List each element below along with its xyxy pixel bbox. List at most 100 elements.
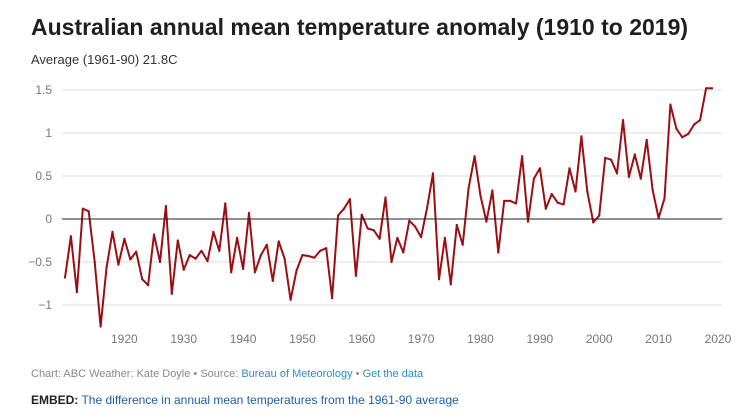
data-point <box>259 254 262 257</box>
data-point <box>141 278 144 281</box>
data-point <box>467 186 470 190</box>
data-point <box>562 203 565 206</box>
data-point <box>461 243 464 246</box>
data-point <box>378 237 381 240</box>
data-point <box>420 236 423 239</box>
data-point <box>360 213 363 216</box>
data-point <box>437 278 441 281</box>
data-point <box>188 254 191 257</box>
data-point <box>289 298 292 301</box>
y-tick-label: −0.5 <box>28 255 52 269</box>
data-point <box>610 158 613 161</box>
data-point <box>354 274 357 277</box>
data-point <box>75 291 78 294</box>
data-point <box>687 132 690 135</box>
y-tick-label: −1 <box>38 298 52 312</box>
data-point <box>283 257 286 260</box>
data-point <box>639 177 642 180</box>
data-point <box>396 236 399 239</box>
data-point <box>135 250 138 253</box>
data-point <box>449 283 452 286</box>
chart-title: Australian annual mean temperature anoma… <box>31 14 689 40</box>
x-tick-label: 1930 <box>170 332 197 346</box>
embed-link[interactable]: The difference in annual mean temperatur… <box>81 393 459 407</box>
data-point <box>645 138 648 141</box>
data-point <box>615 172 619 175</box>
data-point <box>105 266 108 269</box>
data-point <box>515 202 518 205</box>
data-point <box>93 260 96 264</box>
get-data-link[interactable]: Get the data <box>362 368 424 380</box>
source-link[interactable]: Bureau of Meteorology <box>241 368 353 380</box>
data-point <box>230 271 233 274</box>
data-point <box>651 188 654 191</box>
data-point <box>224 202 227 205</box>
data-point <box>550 193 553 196</box>
chart-subtitle: Average (1961-90) 21.8C <box>31 52 178 67</box>
data-point <box>633 153 636 156</box>
series-line <box>64 87 713 328</box>
data-point <box>87 210 90 213</box>
data-point <box>331 297 334 300</box>
data-point <box>663 197 666 200</box>
embed-section: EMBED: The difference in annual mean tem… <box>31 393 459 407</box>
data-point <box>426 206 429 209</box>
credit-text: Chart: ABC Weather: Kate Doyle <box>31 368 191 380</box>
data-point <box>384 196 387 199</box>
data-point <box>390 260 393 264</box>
data-point <box>271 279 274 282</box>
data-point <box>313 256 316 259</box>
data-point <box>301 254 304 257</box>
data-point <box>342 207 346 210</box>
data-point <box>158 260 162 264</box>
x-tick-label: 1960 <box>348 332 375 346</box>
source-separator: • Source: <box>190 368 242 380</box>
data-point <box>604 156 607 159</box>
data-point <box>277 240 280 243</box>
data-point <box>544 207 547 210</box>
data-point <box>111 230 114 233</box>
x-tick-label: 1950 <box>289 332 316 346</box>
data-point <box>319 249 322 252</box>
data-point <box>443 236 446 239</box>
data-point <box>538 167 542 170</box>
data-point <box>218 249 221 252</box>
data-point <box>699 119 702 122</box>
data-point <box>81 207 84 210</box>
data-point <box>491 189 494 192</box>
data-point <box>455 223 458 227</box>
data-point <box>598 214 601 217</box>
data-point <box>307 254 310 258</box>
data-point <box>129 258 132 261</box>
data-point <box>556 201 559 204</box>
data-point <box>242 267 245 270</box>
data-point <box>152 233 156 236</box>
data-point <box>194 257 197 260</box>
data-point <box>479 194 482 197</box>
data-point <box>485 220 488 223</box>
data-point <box>200 249 203 252</box>
data-point <box>521 155 524 158</box>
data-point <box>123 237 126 240</box>
data-point <box>532 177 536 180</box>
x-tick-label: 1920 <box>111 332 138 346</box>
data-point <box>592 221 595 224</box>
y-tick-label: 1.5 <box>35 83 52 97</box>
data-point <box>568 167 571 170</box>
y-tick-label: 0.5 <box>35 169 52 183</box>
data-point <box>669 103 672 106</box>
data-separator: • <box>352 368 363 380</box>
data-point <box>176 239 179 242</box>
data-point <box>325 247 328 250</box>
data-point <box>366 227 369 230</box>
y-tick-label: 1 <box>45 126 52 140</box>
x-tick-label: 1970 <box>408 332 435 346</box>
data-point <box>206 260 209 263</box>
data-point <box>182 268 185 271</box>
data-point <box>431 172 435 175</box>
y-tick-label: 0 <box>45 212 52 226</box>
data-point <box>473 155 476 158</box>
data-point <box>586 190 589 193</box>
data-point <box>414 225 417 228</box>
chart-footer: Chart: ABC Weather: Kate Doyle • Source:… <box>31 368 423 380</box>
